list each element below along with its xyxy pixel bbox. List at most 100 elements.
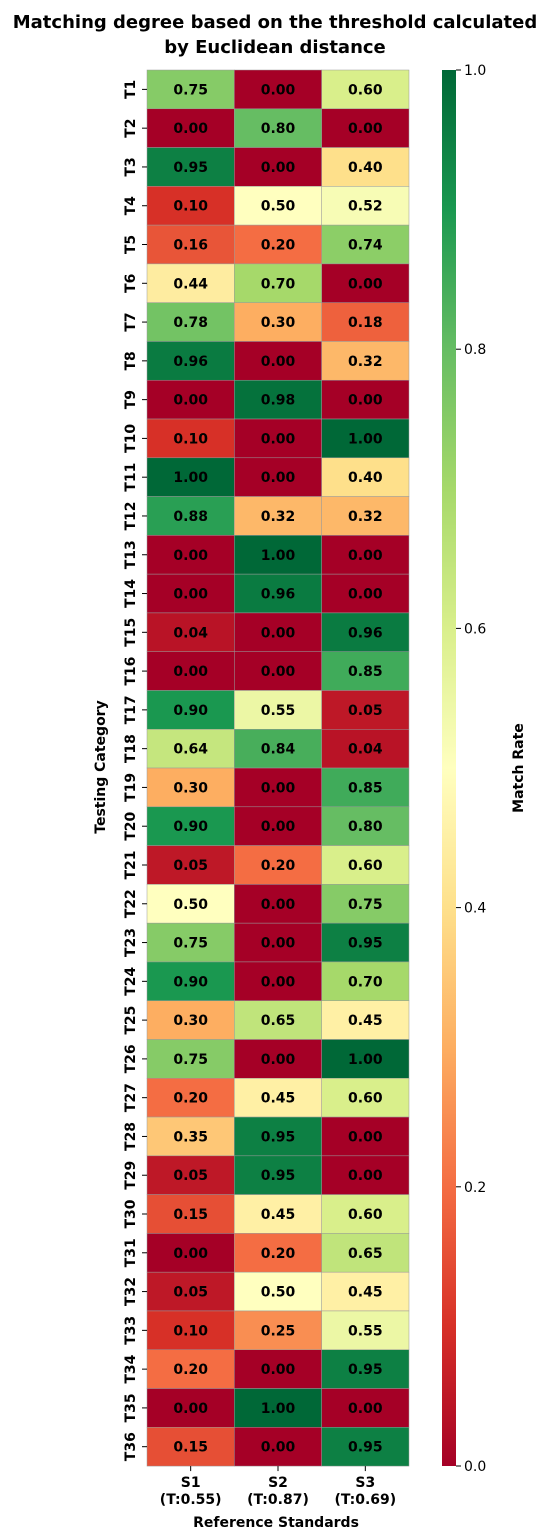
heatmap-cell [234, 845, 322, 885]
cell-value-label: 0.96 [173, 354, 208, 370]
cell-value-label: 0.00 [348, 121, 383, 137]
x-tick-label: S2 [268, 1475, 288, 1491]
y-tick-labels: T1 T2 T3 T4 T5 T6 T7 T8 T9 T10 T11 T12 T13 T14 T15 T16 T… [123, 80, 147, 1461]
cell-value-label: 0.80 [261, 121, 296, 137]
cell-value-label: 0.90 [173, 974, 208, 990]
x-axis-label: Reference Standards [193, 1515, 359, 1531]
heatmap-cell [146, 186, 235, 226]
cell-value-label: 0.96 [348, 625, 383, 641]
heatmap-cell [321, 767, 410, 808]
cell-value-label: 0.74 [348, 238, 383, 254]
cell-value-label: 0.18 [348, 315, 383, 331]
cell-value-label: 0.00 [261, 431, 296, 447]
cell-value-label: 0.40 [348, 470, 383, 486]
y-tick-label: T35 [123, 1393, 139, 1422]
y-tick-label: T2 [123, 119, 139, 138]
heatmap-cell [146, 1116, 235, 1157]
colorbar-tick-label: 1.0 [464, 63, 486, 79]
heatmap-cell [234, 1233, 322, 1273]
y-tick-label: T32 [123, 1277, 139, 1306]
heatmap-cell [146, 379, 235, 420]
x-tick-labels: S1(T:0.55) S2(T:0.87) S3(T:0.69) [160, 1466, 396, 1508]
cell-value-label: 0.00 [173, 587, 208, 603]
y-tick-label: T29 [123, 1161, 139, 1190]
colorbar-tick-label: 0.4 [464, 901, 486, 917]
heatmap-cell [234, 1310, 322, 1350]
cell-value-label: 0.50 [261, 199, 296, 215]
cell-value-label: 0.20 [261, 1246, 296, 1262]
y-tick-label: T3 [123, 157, 139, 176]
y-tick-label: T28 [123, 1122, 139, 1151]
cell-value-label: 0.95 [348, 936, 383, 952]
cell-value-label: 0.20 [261, 238, 296, 254]
cell-value-label: 0.84 [261, 742, 296, 758]
heatmap-cell [146, 224, 235, 265]
cell-value-label: 0.16 [173, 238, 208, 254]
heatmap-cell [234, 1000, 322, 1040]
cell-value-label: 1.00 [348, 1052, 383, 1068]
cell-value-label: 0.05 [173, 1168, 208, 1184]
cell-value-label: 0.75 [348, 897, 383, 913]
cell-value-label: 0.85 [348, 780, 383, 796]
cell-value-label: 0.50 [261, 1285, 296, 1301]
heatmap-cell [234, 1194, 322, 1234]
cell-value-label: 0.32 [348, 509, 383, 525]
cell-value-label: 0.35 [173, 1129, 208, 1145]
cell-value-label: 0.45 [261, 1091, 296, 1107]
heatmap-cell [234, 1388, 322, 1428]
cell-value-label: 0.05 [173, 1285, 208, 1301]
heatmap-cell [234, 1427, 322, 1467]
heatmap-cell [321, 1039, 410, 1079]
heatmap-cell [321, 1271, 410, 1312]
y-tick-label: T24 [123, 967, 139, 996]
heatmap-cell [146, 1078, 235, 1118]
colorbar-label: Match Rate [511, 723, 527, 813]
x-tick-threshold-label: (T:0.69) [334, 1492, 396, 1508]
cell-value-label: 0.00 [261, 1362, 296, 1378]
colorbar-ticks: 0.0 0.2 0.4 0.6 0.8 1.0 [456, 63, 486, 1475]
heatmap-cell [234, 69, 322, 110]
cell-value-label: 0.32 [348, 354, 383, 370]
heatmap-cells: 0.75 0.00 0.60 0.00 0.80 0.00 0.95 0.00 0.40 0.10… [146, 69, 410, 1467]
heatmap-cell [234, 922, 322, 963]
heatmap-cell [234, 535, 322, 575]
cell-value-label: 0.00 [261, 974, 296, 990]
cell-value-label: 0.70 [348, 974, 383, 990]
cell-value-label: 0.00 [348, 548, 383, 564]
colorbar-tick-label: 0.2 [464, 1180, 486, 1196]
heatmap-cell [146, 884, 235, 924]
cell-value-label: 0.98 [261, 393, 296, 409]
heatmap-cell [234, 767, 322, 808]
heatmap-cell [321, 690, 410, 730]
y-tick-label: T16 [123, 657, 139, 686]
cell-value-label: 0.00 [173, 548, 208, 564]
heatmap-cell [321, 729, 410, 769]
heatmap-cell [234, 729, 322, 769]
cell-value-label: 0.00 [348, 1401, 383, 1417]
y-tick-label: T25 [123, 1006, 139, 1035]
heatmap-cell [321, 1155, 410, 1195]
cell-value-label: 0.00 [261, 664, 296, 680]
heatmap-cell [321, 302, 410, 342]
y-tick-label: T23 [123, 928, 139, 957]
cell-value-label: 0.75 [173, 936, 208, 952]
cell-value-label: 0.00 [261, 936, 296, 952]
heatmap-cell [146, 1271, 235, 1312]
cell-value-label: 0.64 [173, 742, 208, 758]
heatmap-cell [321, 224, 410, 265]
y-tick-label: T5 [123, 235, 139, 254]
cell-value-label: 0.75 [173, 82, 208, 98]
heatmap-cell [321, 1349, 410, 1389]
cell-value-label: 0.00 [261, 780, 296, 796]
cell-value-label: 1.00 [261, 1401, 296, 1417]
cell-value-label: 0.90 [173, 703, 208, 719]
heatmap-cell [146, 961, 235, 1001]
cell-value-label: 0.60 [348, 858, 383, 874]
cell-value-label: 0.88 [173, 509, 208, 525]
cell-value-label: 0.65 [348, 1246, 383, 1262]
cell-value-label: 0.15 [173, 1440, 208, 1456]
y-tick-label: T8 [123, 351, 139, 370]
heatmap-cell [234, 651, 322, 691]
heatmap-cell [146, 1233, 235, 1273]
cell-value-label: 0.00 [261, 1440, 296, 1456]
